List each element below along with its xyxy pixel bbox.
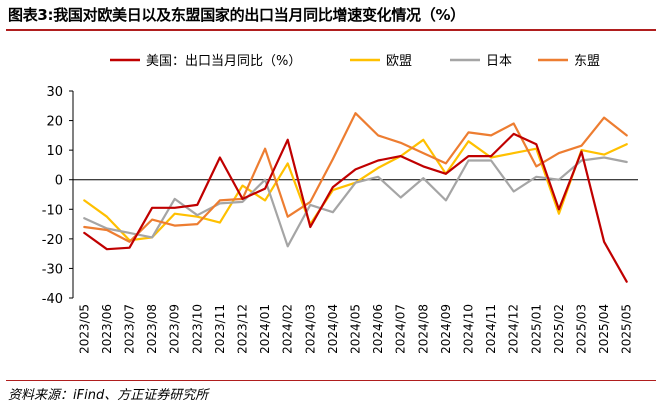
x-tick-label: 2023/12	[236, 304, 250, 354]
x-tick-label: 2025/02	[552, 304, 566, 354]
y-tick-label: 10	[46, 144, 63, 159]
legend-label-2: 欧盟	[386, 54, 412, 69]
series-line-1	[83, 132, 628, 283]
x-tick-label: 2023/07	[123, 304, 137, 354]
x-tick-label: 2024/02	[281, 304, 295, 354]
x-tick-label: 2024/04	[326, 304, 340, 354]
x-tick-label: 2024/05	[349, 304, 363, 354]
legend-label-3: 日本	[486, 54, 512, 69]
x-tick-label: 2023/08	[145, 304, 159, 354]
y-tick-label: 30	[46, 85, 63, 100]
x-tick-label: 2024/03	[303, 304, 317, 354]
x-tick-label: 2023/06	[100, 304, 114, 354]
x-tick-label: 2025/05	[620, 304, 634, 354]
line-chart: 美国：出口当月同比（%） 欧盟 日本 东盟 -40 -30 -20 -10 0 10 20 30 2…	[42, 54, 638, 354]
x-tick-label: 2025/04	[597, 304, 611, 354]
x-tick-label: 2024/10	[462, 304, 476, 354]
x-tick-label: 2024/07	[394, 304, 408, 354]
y-tick-label: -10	[42, 203, 63, 218]
x-tick-label: 2023/11	[213, 304, 227, 354]
legend-label-1: 美国：出口当月同比（%）	[146, 54, 301, 69]
source-divider	[6, 380, 656, 381]
y-tick-label: -20	[42, 233, 63, 248]
title-divider	[6, 29, 656, 31]
figure-title: 图表3:我国对欧美日以及东盟国家的出口当月同比增速变化情况（%）	[8, 6, 465, 24]
chart-series	[83, 112, 628, 283]
x-tick-label: 2024/06	[371, 304, 385, 354]
x-tick-label: 2025/01	[529, 304, 543, 354]
x-tick-label: 2024/01	[258, 304, 272, 354]
x-tick-label: 2023/05	[77, 304, 91, 354]
chart-legend: 美国：出口当月同比（%） 欧盟 日本 东盟	[110, 54, 600, 69]
series-line-3	[83, 156, 628, 248]
y-tick-label: -40	[42, 292, 63, 307]
x-tick-label: 2024/11	[484, 304, 498, 354]
y-tick-label: -30	[42, 262, 63, 277]
x-tick-label: 2023/09	[168, 304, 182, 354]
x-tick-label: 2024/12	[507, 304, 521, 354]
y-tick-label: 0	[55, 174, 63, 189]
x-tick-label: 2024/08	[416, 304, 430, 354]
series-line-2	[83, 138, 628, 242]
y-axis: -40 -30 -20 -10 0 10 20 30	[42, 85, 74, 307]
legend-label-4: 东盟	[574, 54, 600, 69]
y-tick-label: 20	[46, 115, 63, 130]
source-note: 资料来源：iFind、方正证券研究所	[8, 388, 209, 403]
x-tick-label: 2024/09	[439, 304, 453, 354]
x-tick-label: 2023/10	[190, 304, 204, 354]
x-tick-label: 2025/03	[575, 304, 589, 354]
x-axis: 2023/05 2023/06 2023/07 2023/08 2023/09 2023/…	[73, 179, 638, 354]
